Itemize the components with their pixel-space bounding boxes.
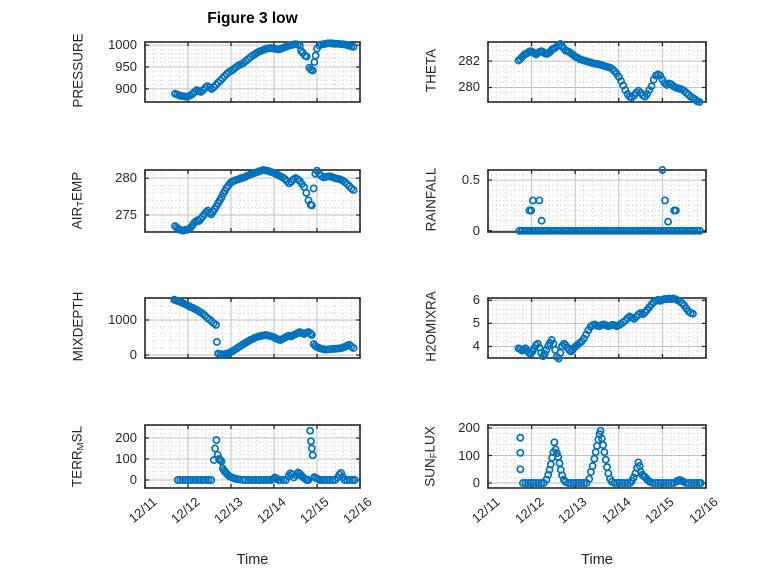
- x-tick-label: 12/12: [511, 494, 547, 527]
- y-tick-label: 0.5: [461, 172, 480, 188]
- data-markers-terr_msl: [173, 426, 359, 484]
- data-markers-mixdepth: [170, 295, 358, 359]
- y-tick-label: 100: [115, 451, 137, 467]
- y-tick-label: 5: [472, 315, 480, 331]
- y-tick-label: 0: [472, 475, 480, 491]
- x-tick-label: 12/11: [125, 494, 160, 526]
- y-tick-label: 4: [472, 338, 480, 354]
- x-tick-label: 12/14: [598, 494, 634, 527]
- y-tick-label: 275: [115, 207, 137, 223]
- x-tick-label: 12/11: [468, 494, 503, 526]
- data-markers-theta: [514, 40, 704, 106]
- x-tick-label: 12/15: [642, 494, 678, 527]
- plot-area-theta: [487, 40, 707, 106]
- x-tick-label: 12/13: [211, 494, 246, 527]
- plot-area-air_temp: [144, 166, 361, 235]
- y-tick-label: 200: [115, 430, 137, 446]
- y-tick-label: 0: [129, 472, 137, 488]
- plot-area-rainfall: [487, 166, 707, 235]
- plot-area-sun_flux: [487, 424, 707, 489]
- y-tick-label: 282: [458, 53, 480, 69]
- plot-area-h2omixra: [487, 294, 707, 363]
- x-tick-label: 12/16: [340, 494, 375, 527]
- data-markers-rainfall: [515, 166, 704, 235]
- plot-area-mixdepth: [144, 295, 361, 359]
- x-tick-label: 12/16: [686, 494, 721, 527]
- plot-area-terr_msl: [144, 424, 361, 489]
- y-tick-label: 1000: [108, 37, 137, 53]
- y-tick-label: 6: [472, 292, 480, 308]
- y-tick-label: 280: [458, 79, 480, 95]
- x-tick-label: 12/13: [555, 494, 590, 527]
- y-tick-label: 1000: [108, 311, 137, 327]
- x-tick-label: 12/12: [168, 494, 203, 527]
- x-axis-label-right: Time: [581, 552, 613, 568]
- x-axis-label-left: Time: [236, 552, 269, 568]
- data-markers-air_temp: [171, 166, 358, 235]
- y-tick-label: 0: [472, 222, 480, 238]
- y-tick-label: 200: [458, 420, 480, 436]
- plot-area-pressure: [144, 39, 361, 103]
- y-axis-label-sun_flux: SUNFLUX: [422, 425, 440, 487]
- data-markers-h2omixra: [514, 294, 697, 363]
- x-tick-label: 12/15: [297, 494, 332, 527]
- y-tick-label: 950: [115, 58, 137, 74]
- x-tick-label: 12/14: [254, 494, 289, 527]
- figure-title: Figure 3 low: [207, 10, 298, 27]
- y-tick-label: 0: [129, 346, 137, 362]
- data-markers-pressure: [171, 39, 358, 101]
- y-tick-label: 900: [115, 80, 137, 96]
- data-markers-sun_flux: [516, 426, 705, 487]
- y-tick-label: 100: [458, 447, 480, 463]
- y-axis-label-terr_msl: TERRMSL: [69, 425, 87, 487]
- y-tick-label: 280: [115, 170, 137, 186]
